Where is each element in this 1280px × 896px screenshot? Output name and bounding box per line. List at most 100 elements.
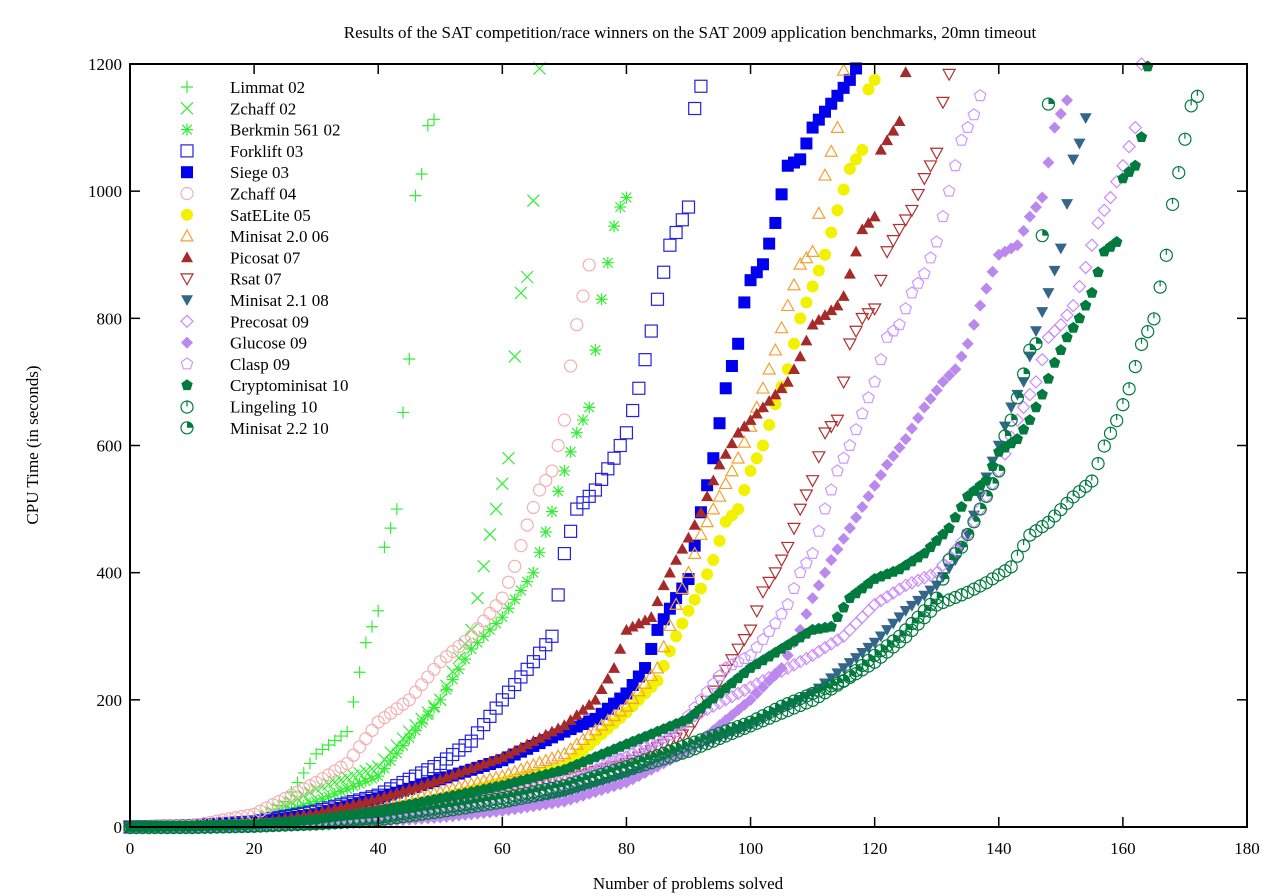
data-point: [526, 757, 541, 771]
data-point: [775, 662, 788, 675]
data-point: [787, 658, 801, 672]
data-point: [893, 441, 906, 454]
data-point: [1048, 98, 1055, 105]
data-point: [862, 391, 875, 404]
data-point: [366, 772, 379, 785]
data-point: [477, 559, 491, 573]
data-point: [1035, 352, 1050, 367]
data-point: [805, 244, 820, 257]
data-point: [334, 785, 347, 798]
data-point: [713, 458, 726, 470]
data-point: [600, 713, 615, 726]
data-point: [644, 324, 658, 338]
data-point: [724, 654, 739, 667]
data-point: [862, 216, 875, 228]
data-point: [514, 584, 527, 597]
data-point: [812, 524, 826, 537]
data-point: [1067, 154, 1080, 166]
data-point: [1036, 388, 1048, 400]
legend-label: Minisat 2.1 08: [230, 291, 329, 310]
data-point: [961, 541, 968, 548]
data-point: [682, 740, 689, 747]
data-point: [806, 280, 819, 293]
data-point: [372, 770, 385, 783]
data-point: [718, 476, 733, 490]
data-point: [545, 629, 559, 643]
data-point: [650, 660, 665, 674]
data-point: [595, 683, 608, 695]
data-point: [769, 668, 782, 681]
data-point: [1072, 279, 1087, 294]
data-point: [521, 738, 534, 750]
legend-label: Minisat 2.2 10: [230, 419, 329, 438]
data-point: [551, 588, 565, 602]
data-point: [868, 73, 881, 86]
data-point: [843, 522, 856, 535]
data-point: [583, 773, 590, 780]
data-point: [806, 318, 819, 330]
data-point: [724, 463, 739, 477]
data-point: [359, 636, 372, 649]
data-point: [620, 191, 633, 204]
data-point: [744, 693, 757, 706]
data-point: [669, 597, 684, 610]
data-point: [1165, 197, 1180, 212]
data-point: [732, 426, 745, 438]
data-point: [347, 695, 360, 708]
legend-marker-icon: [181, 123, 193, 136]
data-point: [818, 640, 832, 655]
data-point: [980, 503, 987, 510]
data-point: [670, 553, 683, 565]
legend-marker-icon: [180, 314, 194, 329]
data-point: [818, 502, 832, 515]
data-point: [837, 663, 850, 675]
data-point: [1178, 132, 1192, 146]
data-point: [936, 592, 943, 599]
data-point: [1055, 344, 1067, 355]
data-point: [607, 451, 621, 465]
data-point: [725, 360, 738, 373]
data-point: [1122, 139, 1136, 154]
data-point: [471, 591, 484, 605]
data-point: [682, 604, 695, 617]
data-point: [843, 267, 856, 279]
data-point: [713, 417, 726, 430]
data-point: [1103, 426, 1118, 440]
data-point: [1066, 298, 1081, 313]
data-point: [794, 350, 807, 362]
data-point: [850, 511, 863, 524]
data-point: [657, 749, 664, 756]
data-point: [793, 503, 808, 517]
data-point: [929, 147, 944, 161]
data-point: [557, 546, 571, 561]
data-point: [713, 534, 726, 547]
data-point: [322, 738, 335, 751]
x-tick-label: 40: [370, 839, 387, 858]
data-point: [682, 573, 695, 586]
legend-marker-icon: [180, 400, 194, 414]
data-point: [763, 674, 776, 687]
data-point: [620, 762, 627, 769]
data-point: [582, 727, 597, 741]
data-point: [763, 418, 776, 431]
data-point: [595, 770, 602, 777]
data-point: [912, 595, 925, 607]
data-point: [887, 124, 900, 136]
y-tick-label: 800: [97, 309, 123, 328]
data-point: [608, 220, 621, 233]
data-point: [526, 194, 540, 208]
data-point: [588, 722, 603, 736]
data-point: [1073, 138, 1086, 150]
data-point: [483, 606, 497, 620]
x-tick-label: 120: [862, 839, 888, 858]
legend-label: Precosat 09: [230, 312, 309, 331]
data-point: [1022, 387, 1037, 402]
data-point: [886, 324, 900, 337]
data-point: [440, 683, 453, 696]
data-point: [1172, 166, 1186, 180]
legend-marker-icon: [181, 166, 193, 179]
data-point: [780, 298, 795, 312]
data-point: [799, 250, 814, 264]
legend-marker-icon: [181, 379, 193, 391]
data-point: [707, 553, 720, 566]
